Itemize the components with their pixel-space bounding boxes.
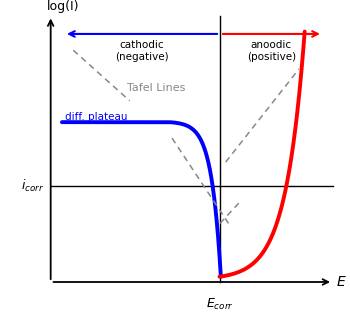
Text: cathodic
(negative): cathodic (negative)	[115, 40, 169, 62]
Text: diff. plateau: diff. plateau	[65, 112, 127, 122]
Text: Tafel Lines: Tafel Lines	[127, 83, 185, 93]
Text: E: E	[336, 275, 345, 289]
Text: $E_{corr}$: $E_{corr}$	[206, 297, 234, 312]
Text: log(I): log(I)	[47, 0, 80, 12]
Text: anoodic
(positive): anoodic (positive)	[247, 40, 296, 62]
Text: $i_{corr}$: $i_{corr}$	[21, 178, 44, 194]
